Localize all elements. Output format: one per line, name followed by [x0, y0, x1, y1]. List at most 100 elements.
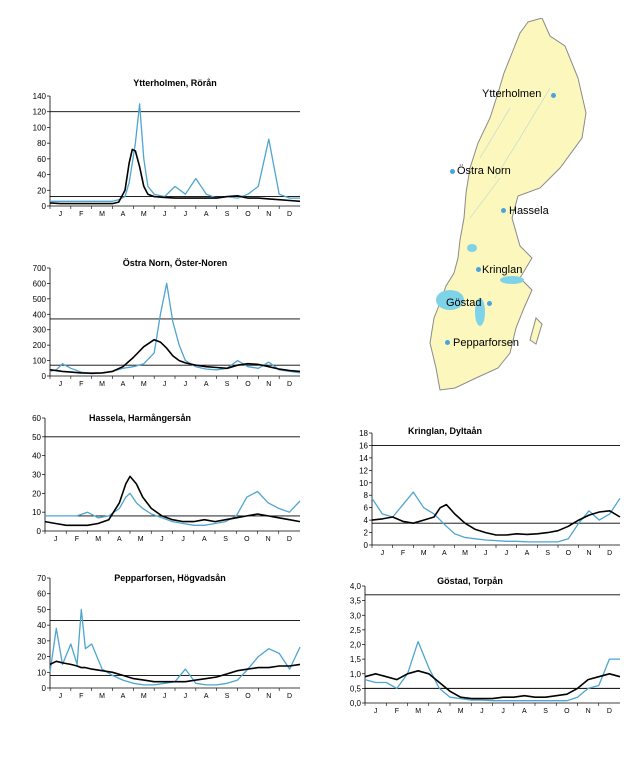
x-tick-label: M: [141, 381, 147, 388]
chart-svg: 0 10 20 30 40 50 60 70 J F M A M J J A S O N D: [37, 574, 301, 700]
x-tick-label: D: [607, 550, 612, 557]
y-tick-label: 2,0: [350, 641, 362, 650]
x-tick-label: A: [121, 381, 126, 388]
station-dot-hassela: [501, 208, 506, 213]
y-tick-label: 8: [364, 491, 369, 500]
y-tick-label: 0: [42, 202, 47, 211]
series-line-observed: [364, 640, 620, 702]
y-tick-label: 0: [37, 527, 42, 536]
x-tick-label: O: [244, 536, 250, 543]
rivers: [469, 87, 551, 219]
x-tick-label: A: [204, 693, 209, 700]
x-tick-label: F: [79, 381, 83, 388]
x-tick-label: N: [586, 708, 591, 715]
x-tick-label: J: [184, 211, 188, 218]
x-tick-label: A: [204, 211, 209, 218]
y-tick-label: 60: [37, 155, 46, 164]
y-tick-label: 10: [32, 508, 41, 517]
x-tick-label: M: [138, 536, 144, 543]
x-tick-label: O: [566, 550, 572, 557]
y-tick-label: 2: [364, 529, 369, 538]
lake-vanern: [436, 290, 464, 310]
x-tick-label: A: [121, 693, 126, 700]
x-tick-label: J: [501, 708, 505, 715]
x-tick-label: J: [54, 536, 58, 543]
x-tick-label: N: [586, 550, 591, 557]
x-tick-label: M: [415, 708, 421, 715]
x-tick-label: F: [79, 211, 83, 218]
chart-gostad: Göstad, Torpån 0,0 0,5 1,0 1,5 2,0 2,5 3,0 3,5 4…: [340, 572, 630, 717]
x-tick-label: F: [75, 536, 79, 543]
y-tick-label: 80: [37, 139, 46, 148]
chart-title: Kringlan, Dyltaån: [407, 426, 483, 436]
x-tick-label: J: [59, 211, 63, 218]
x-tick-label: O: [245, 381, 251, 388]
y-tick-label: 600: [33, 279, 47, 288]
lake-vattern: [475, 298, 485, 326]
x-tick-label: M: [458, 708, 464, 715]
y-tick-label: 140: [33, 92, 47, 101]
y-tick-label: 10: [359, 479, 368, 488]
x-tick-label: J: [484, 550, 488, 557]
series-line-observed: [49, 608, 301, 686]
y-tick-label: 30: [32, 471, 41, 480]
x-tick-label: M: [95, 536, 101, 543]
x-tick-label: A: [437, 708, 442, 715]
y-tick-label: 0,5: [350, 684, 362, 693]
series-line-model: [49, 148, 301, 205]
series-line-model: [371, 503, 621, 536]
chart-hassela: Hassela, Harmångersån 0 10 20 30 40 50 60 J F M A M…: [30, 408, 305, 543]
y-tick-label: 120: [33, 108, 47, 117]
station-dot-ytterholmen: [551, 93, 556, 98]
chart-pepparforsen: Pepparforsen, Högvadsån 0 10 20 30 40 50 60 70 J…: [30, 568, 305, 708]
chart-svg: 0 10 20 30 40 50 60 J F M A M J J A S O N D: [32, 414, 301, 543]
x-tick-label: M: [99, 381, 105, 388]
y-tick-label: 100: [33, 357, 47, 366]
x-tick-label: M: [421, 550, 427, 557]
y-tick-label: 700: [33, 264, 47, 273]
x-tick-label: A: [117, 536, 122, 543]
y-tick-label: 12: [359, 466, 368, 475]
lake-siljan: [467, 244, 477, 252]
y-tick-label: 20: [32, 489, 41, 498]
x-tick-label: D: [287, 536, 292, 543]
series-line-model: [49, 660, 301, 683]
x-tick-label: S: [543, 708, 548, 715]
y-tick-label: 1,0: [350, 670, 362, 679]
y-tick-label: 0: [42, 372, 47, 381]
chart-title: Hassela, Harmångersån: [88, 413, 192, 423]
x-tick-label: A: [522, 708, 527, 715]
y-tick-label: 30: [37, 637, 46, 646]
y-tick-label: 50: [32, 433, 41, 442]
station-dot-gostad: [487, 301, 492, 306]
x-tick-label: A: [204, 381, 209, 388]
y-tick-label: 50: [37, 605, 46, 614]
y-tick-label: 0: [364, 541, 369, 550]
x-tick-label: J: [184, 693, 188, 700]
chart-title: Ytterholmen, Rörån: [133, 78, 217, 88]
series-line-observed: [50, 103, 300, 202]
x-tick-label: M: [462, 550, 468, 557]
chart-title: Pepparforsen, Högvadsån: [114, 573, 226, 583]
y-tick-label: 3,5: [350, 597, 362, 606]
x-tick-label: J: [184, 381, 188, 388]
chart-svg: 0,0 0,5 1,0 1,5 2,0 2,5 3,0 3,5 4,0 J F M A M J J A S O N D: [350, 582, 621, 715]
x-tick-label: J: [160, 536, 164, 543]
series-line-observed: [49, 282, 301, 375]
x-tick-label: J: [163, 381, 167, 388]
y-tick-label: 60: [37, 590, 46, 599]
x-tick-label: J: [59, 693, 63, 700]
x-tick-label: D: [287, 211, 292, 218]
series-line-observed: [371, 491, 621, 543]
x-tick-label: A: [202, 536, 207, 543]
x-tick-label: O: [245, 693, 251, 700]
station-dot-pepparforsen: [445, 340, 450, 345]
y-tick-label: 16: [359, 441, 368, 450]
x-tick-label: J: [480, 708, 484, 715]
x-tick-label: F: [79, 693, 83, 700]
x-tick-label: N: [266, 211, 271, 218]
x-tick-label: M: [141, 211, 147, 218]
y-tick-label: 500: [33, 295, 47, 304]
series-line-model: [49, 338, 301, 374]
y-tick-label: 40: [37, 621, 46, 630]
